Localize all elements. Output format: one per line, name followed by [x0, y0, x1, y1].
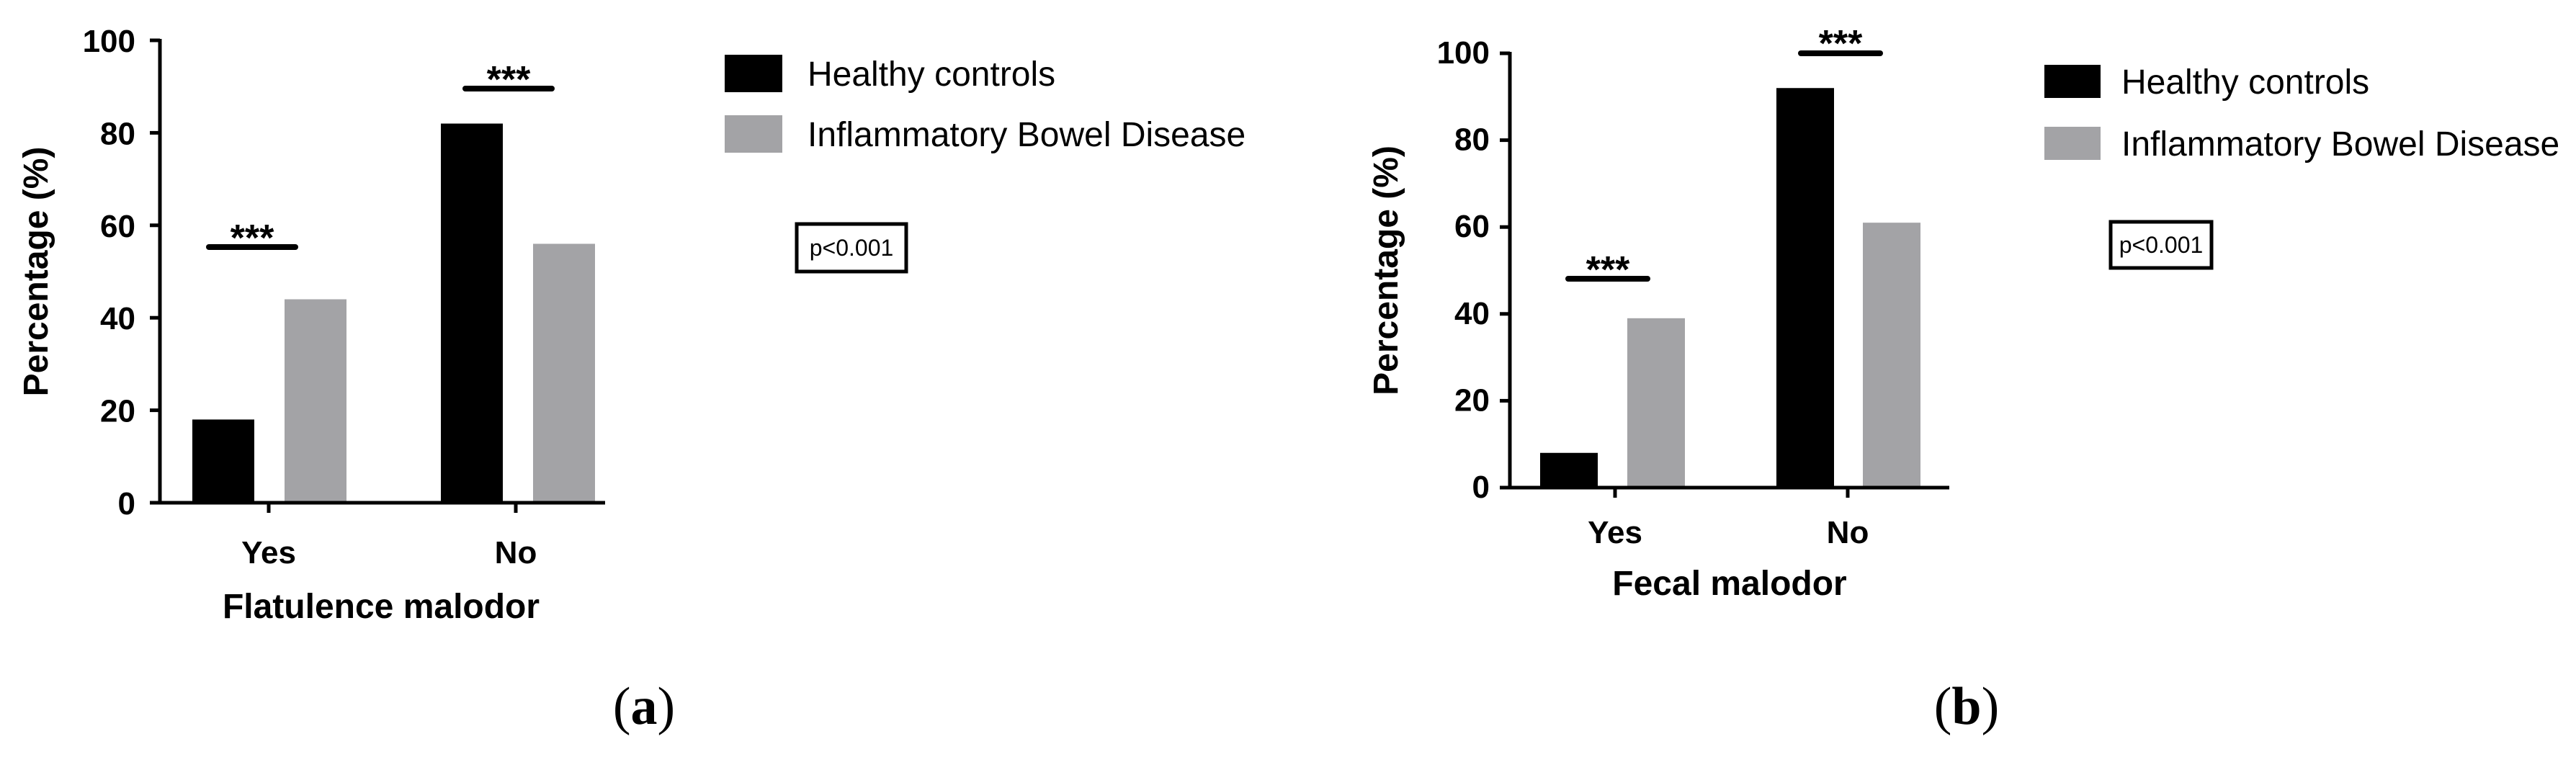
legend-label-healthy: Healthy controls [808, 55, 1055, 94]
bar-healthy-yes [192, 419, 254, 503]
legend-label-ibd: Inflammatory Bowel Disease [2121, 125, 2559, 164]
panel-label-close-paren: ) [658, 677, 676, 736]
bar-ibd-no [533, 243, 595, 503]
y-tick-label: 100 [1437, 35, 1490, 71]
panel-label-open-paren: ( [1934, 677, 1952, 736]
panel-label: (b) [1934, 677, 1999, 736]
y-tick-label: 0 [1472, 470, 1490, 505]
legend-swatch-healthy [725, 55, 782, 92]
legend-swatch-healthy [2044, 65, 2101, 98]
x-tick-label-no: No [1827, 515, 1869, 550]
x-axis-title: Flatulence malodor [223, 588, 540, 626]
significance-label-no: *** [1819, 23, 1863, 65]
bar-healthy-no [441, 123, 503, 503]
y-tick-label: 60 [1454, 209, 1490, 244]
y-tick-label: 0 [118, 486, 135, 521]
significance-label-yes: *** [231, 218, 274, 259]
p-value-text: p<0.001 [2119, 232, 2204, 258]
y-tick-label: 80 [1454, 122, 1490, 158]
y-axis-title: Percentage (%) [1367, 145, 1405, 395]
bar-healthy-no [1776, 88, 1834, 488]
panel-label-letter: a [631, 677, 658, 736]
bar-healthy-yes [1540, 452, 1598, 488]
p-value-text: p<0.001 [810, 235, 894, 261]
significance-label-no: *** [487, 59, 531, 101]
legend-label-ibd: Inflammatory Bowel Disease [808, 116, 1245, 154]
legend-label-healthy: Healthy controls [2121, 63, 2369, 102]
panel-label-close-paren: ) [1982, 677, 2000, 736]
legend-swatch-ibd [2044, 127, 2101, 160]
chart-panel-a: 0 20 40 60 80 100 Yes No Percentage (%) Flatulenc… [17, 24, 1245, 736]
panel-label-letter: b [1951, 677, 1981, 736]
legend-swatch-ibd [725, 115, 782, 153]
x-axis-title: Fecal malodor [1612, 565, 1846, 603]
y-tick-label: 100 [83, 24, 135, 59]
y-tick-label: 40 [1454, 296, 1490, 331]
bar-ibd-yes [1627, 318, 1685, 488]
bar-ibd-no [1863, 223, 1920, 488]
y-tick-label: 20 [1454, 382, 1490, 418]
y-tick-label: 80 [100, 116, 135, 151]
x-tick-label-yes: Yes [1588, 515, 1642, 550]
panel-label: (a) [613, 677, 675, 736]
bar-ibd-yes [285, 299, 346, 503]
p-value-box [795, 222, 908, 274]
y-tick-label: 20 [100, 394, 135, 429]
p-value-box [2108, 220, 2214, 270]
y-tick-label: 60 [100, 209, 135, 244]
y-tick-label: 40 [100, 301, 135, 336]
y-axis-title: Percentage (%) [17, 147, 55, 397]
significance-label-yes: *** [1586, 249, 1630, 291]
x-tick-label-yes: Yes [241, 535, 296, 570]
chart-panel-b: 0 20 40 60 80 100 Yes No Percentage (%) Fecal mal… [1367, 23, 2559, 736]
x-tick-label-no: No [495, 535, 537, 570]
panel-label-open-paren: ( [613, 677, 631, 736]
